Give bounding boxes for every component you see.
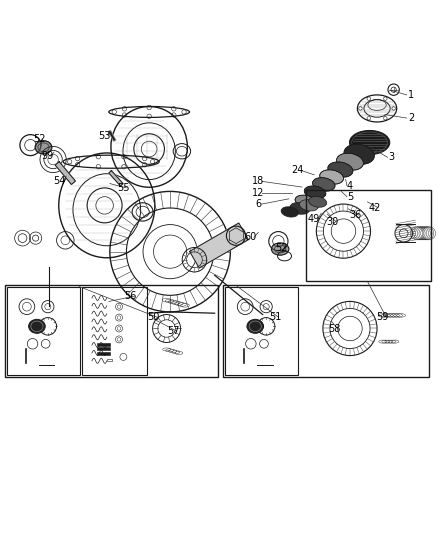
Bar xyxy=(223,285,428,376)
Polygon shape xyxy=(109,171,123,186)
Text: 55: 55 xyxy=(117,183,129,193)
Text: 5: 5 xyxy=(347,192,353,201)
Ellipse shape xyxy=(247,319,264,333)
Ellipse shape xyxy=(336,153,364,170)
Ellipse shape xyxy=(295,195,316,207)
Ellipse shape xyxy=(320,170,343,184)
Ellipse shape xyxy=(281,207,298,217)
Ellipse shape xyxy=(290,203,310,214)
Bar xyxy=(97,343,110,346)
Bar xyxy=(82,287,148,375)
Polygon shape xyxy=(190,223,248,268)
Text: 49: 49 xyxy=(308,214,320,224)
Bar xyxy=(5,285,218,376)
Text: 58: 58 xyxy=(328,325,341,334)
Text: 99: 99 xyxy=(41,151,53,161)
Ellipse shape xyxy=(350,131,390,155)
Text: 18: 18 xyxy=(252,176,265,187)
Text: 57: 57 xyxy=(167,326,180,336)
Bar xyxy=(107,359,112,361)
Text: 12: 12 xyxy=(252,188,265,198)
Bar xyxy=(97,348,110,350)
Bar xyxy=(7,287,80,375)
Bar xyxy=(225,287,298,375)
Text: 52: 52 xyxy=(33,134,46,144)
Text: 24: 24 xyxy=(291,165,304,175)
Ellipse shape xyxy=(309,197,327,207)
Text: 56: 56 xyxy=(125,291,137,301)
Text: 30: 30 xyxy=(326,216,339,227)
Text: 51: 51 xyxy=(268,312,281,322)
Text: 36: 36 xyxy=(349,210,361,220)
Text: 3: 3 xyxy=(389,152,395,163)
Text: 53: 53 xyxy=(99,131,111,141)
Text: 1: 1 xyxy=(408,90,414,100)
Text: 60: 60 xyxy=(244,232,257,242)
Text: 6: 6 xyxy=(255,199,261,209)
Ellipse shape xyxy=(300,200,318,211)
Ellipse shape xyxy=(35,141,52,154)
Polygon shape xyxy=(55,161,75,184)
Ellipse shape xyxy=(272,243,289,255)
Text: 50: 50 xyxy=(147,312,160,322)
Text: 4: 4 xyxy=(347,181,353,191)
Text: 2: 2 xyxy=(408,113,414,123)
Bar xyxy=(97,352,110,354)
Ellipse shape xyxy=(313,177,335,191)
Text: 59: 59 xyxy=(377,312,389,322)
Ellipse shape xyxy=(28,319,45,333)
Bar xyxy=(306,190,431,281)
Ellipse shape xyxy=(304,186,326,199)
Ellipse shape xyxy=(328,162,353,177)
Ellipse shape xyxy=(344,144,374,164)
Text: 52: 52 xyxy=(275,243,287,253)
Text: 54: 54 xyxy=(53,176,66,187)
Text: 42: 42 xyxy=(368,203,381,213)
